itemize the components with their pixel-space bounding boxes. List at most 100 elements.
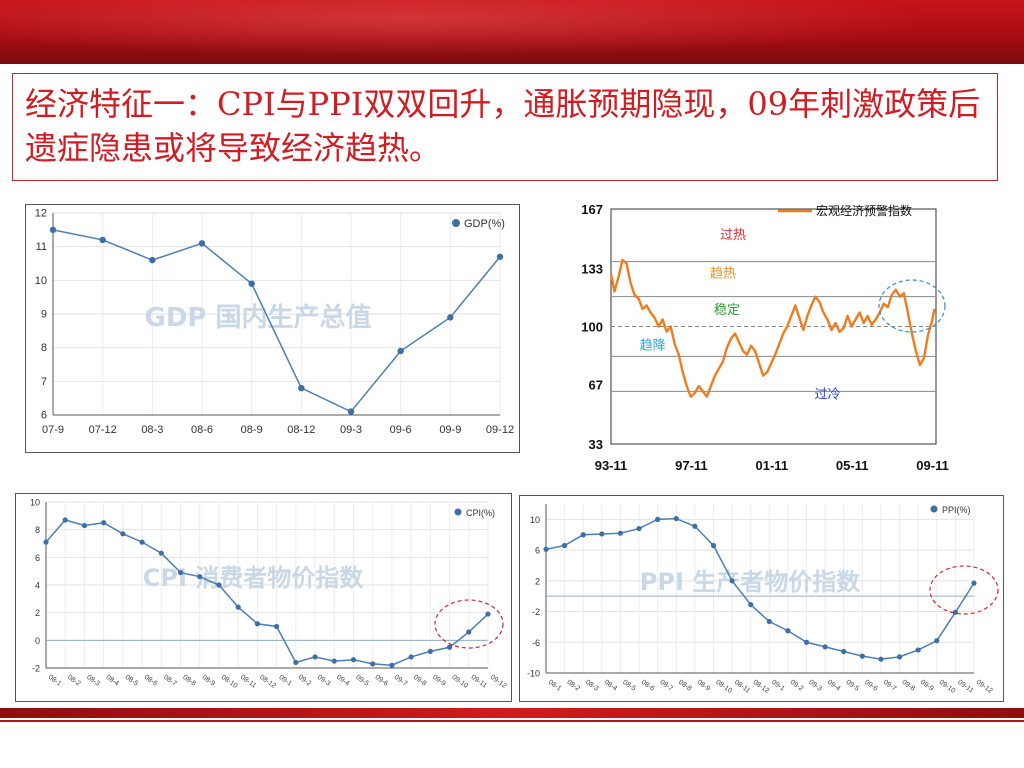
data-point (177, 569, 184, 576)
footer-line (0, 720, 1024, 722)
y-tick-label: 8 (35, 525, 40, 535)
data-point (580, 532, 586, 538)
x-tick-label: 09-9 (919, 679, 935, 693)
x-tick-label: 08-11 (239, 674, 257, 690)
legend-marker (454, 508, 462, 516)
x-tick-label: 08-2 (66, 674, 82, 688)
data-point (149, 256, 156, 264)
y-tick-label: 10 (30, 498, 40, 508)
data-point (254, 621, 260, 627)
chart-watermark: CPI 消费者物价指数 (143, 564, 364, 592)
y-tick-label: 8 (41, 342, 47, 354)
data-point (915, 647, 921, 653)
x-tick-label: 93-11 (595, 458, 628, 473)
x-tick-label: 09-10 (450, 674, 469, 690)
data-point (197, 574, 203, 580)
data-point (466, 629, 472, 635)
x-tick-label: 09-9 (431, 674, 447, 688)
header-banner (0, 0, 1024, 64)
data-point (692, 523, 698, 529)
banner-shine (0, 0, 1024, 64)
x-tick-label: 09-5 (845, 679, 861, 693)
y-tick-label: 2 (535, 576, 540, 586)
x-tick-label: 08-11 (733, 679, 751, 695)
data-point (43, 539, 49, 545)
y-tick-label: 10 (35, 275, 47, 287)
data-point (101, 520, 107, 526)
x-tick-label: 07-12 (89, 424, 117, 436)
data-point (543, 546, 549, 552)
data-point (235, 604, 241, 610)
x-tick-label: 09-4 (335, 674, 351, 688)
x-tick-label: 08-4 (603, 679, 619, 693)
data-point (347, 408, 355, 415)
highlight-circle (929, 565, 999, 615)
data-point (562, 542, 568, 549)
data-point (350, 657, 357, 663)
data-point (496, 253, 504, 260)
series-line (52, 229, 501, 413)
data-point (878, 656, 884, 662)
x-tick-label: 08-12 (258, 674, 277, 690)
data-point (859, 653, 865, 659)
x-tick-label: 01-11 (756, 458, 789, 473)
legend-label: GDP(%) (464, 218, 505, 230)
data-point (397, 347, 404, 355)
data-point (617, 530, 624, 536)
data-point (446, 644, 453, 650)
highlight-circle (878, 279, 946, 333)
x-tick-label: 09-6 (374, 674, 390, 688)
x-tick-label: 09-2 (789, 679, 805, 693)
x-tick-label: 08-4 (105, 674, 121, 688)
data-point (62, 517, 68, 523)
y-tick-label: 133 (581, 262, 603, 277)
y-tick-label: 10 (530, 515, 540, 525)
data-point (485, 611, 491, 617)
x-tick-label: 08-8 (677, 679, 693, 693)
y-tick-label: 67 (589, 377, 603, 392)
data-point (673, 515, 679, 522)
zone-label: 过热 (720, 228, 746, 243)
warning-index-chart-panel: 33 67 100 133 167 93-11 97-11 01-11 05-11 09-11 过热… (556, 194, 956, 480)
x-tick-label: 08-5 (124, 674, 140, 688)
x-tick-label: 08-2 (565, 679, 581, 693)
data-point (803, 639, 810, 645)
data-point (370, 661, 376, 667)
legend-label: PPI(%) (942, 505, 971, 515)
x-tick-label: 09-2 (297, 674, 313, 688)
series-line (609, 258, 936, 398)
data-point (729, 578, 735, 584)
x-tick-label: 09-8 (412, 674, 428, 688)
x-tick-label: 08-9 (696, 679, 712, 693)
title-box: 经济特征一：CPI与PPI双双回升，通胀预期隐现，09年刺激政策后遗症隐患或将导… (12, 73, 998, 181)
x-tick-label: 09-8 (900, 679, 916, 693)
x-tick-label: 08-3 (141, 424, 163, 436)
x-tick-label: 09-12 (486, 424, 514, 436)
x-tick-label: 08-10 (220, 674, 239, 690)
data-point (636, 525, 642, 532)
slide-title: 经济特征一：CPI与PPI双双回升，通胀预期隐现，09年刺激政策后遗症隐患或将导… (25, 85, 981, 167)
zone-label: 趋降 (640, 338, 666, 353)
x-tick-label: 09-3 (316, 674, 332, 688)
data-point (81, 522, 88, 529)
x-tick-label: 09-11 (916, 458, 949, 473)
data-point (298, 384, 305, 392)
y-tick-label: 100 (581, 320, 603, 335)
data-point (427, 648, 433, 654)
y-tick-label: 0 (35, 636, 40, 646)
series-line (545, 517, 975, 660)
data-point (120, 531, 126, 537)
x-tick-label: 07-9 (42, 424, 64, 436)
x-tick-label: 08-7 (162, 674, 178, 688)
data-point (293, 659, 299, 666)
x-tick-label: 09-7 (882, 679, 898, 693)
zone-label: 稳定 (714, 302, 740, 318)
x-tick-label: 08-9 (201, 674, 217, 688)
x-tick-label: 09-9 (439, 424, 461, 436)
x-tick-label: 08-12 (287, 424, 315, 436)
x-tick-label: 09-12 (975, 679, 994, 695)
y-tick-label: 6 (41, 410, 47, 422)
data-point (198, 240, 206, 247)
data-point (389, 662, 395, 668)
